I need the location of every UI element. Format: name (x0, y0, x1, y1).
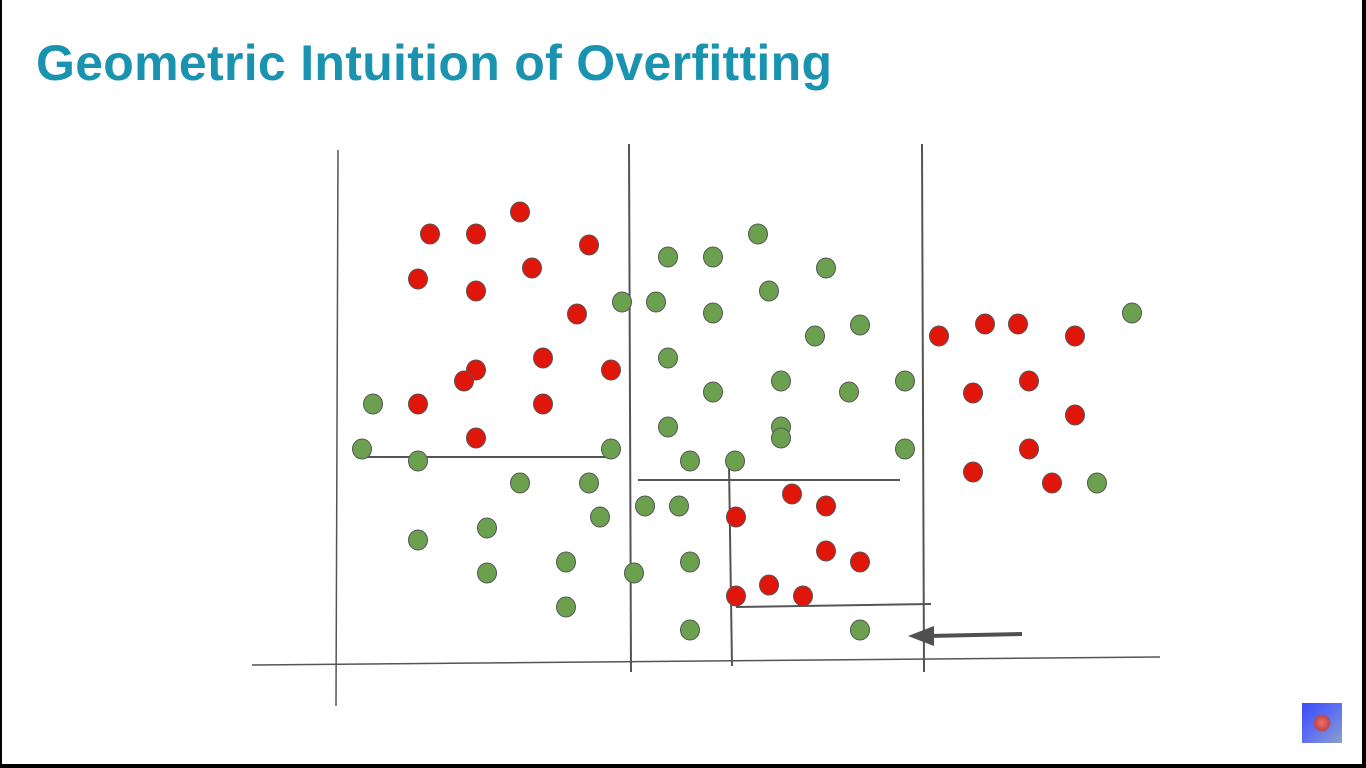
red-point (408, 268, 428, 290)
corner-logo-mark (1313, 714, 1331, 732)
red-point (466, 223, 486, 245)
green-point (658, 416, 678, 438)
red-point (975, 313, 995, 335)
green-point (759, 280, 779, 302)
red-point (1008, 313, 1028, 335)
split-line-vertical-1 (628, 143, 632, 673)
red-point (466, 427, 486, 449)
decision-boundary-lines (251, 143, 1161, 707)
green-point (850, 314, 870, 336)
green-point (703, 302, 723, 324)
red-point (726, 506, 746, 528)
green-point (850, 619, 870, 641)
red-point (1019, 370, 1039, 392)
red-point (579, 234, 599, 256)
red-point (1019, 438, 1039, 460)
green-point (556, 551, 576, 573)
green-point (703, 246, 723, 268)
red-point (1042, 472, 1062, 494)
x-axis-line (251, 656, 1161, 666)
green-point (646, 291, 666, 313)
red-point (963, 461, 983, 483)
pointer-arrow (908, 626, 1023, 646)
green-point (748, 223, 768, 245)
y-axis-line (335, 149, 339, 707)
green-point (590, 506, 610, 528)
green-point (352, 438, 372, 460)
red-point (759, 574, 779, 596)
green-point (680, 551, 700, 573)
slide-title: Geometric Intuition of Overfitting (36, 35, 833, 91)
red-point (454, 370, 474, 392)
green-point (658, 246, 678, 268)
green-point (408, 450, 428, 472)
green-point (895, 370, 915, 392)
split-line-vertical-3 (728, 464, 733, 667)
red-point (782, 483, 802, 505)
red-point (816, 540, 836, 562)
green-point (477, 562, 497, 584)
green-point (680, 450, 700, 472)
green-point (658, 347, 678, 369)
green-point (477, 517, 497, 539)
red-point (963, 382, 983, 404)
green-point (635, 495, 655, 517)
green-point (680, 619, 700, 641)
split-line-vertical-2 (921, 143, 925, 673)
green-point (624, 562, 644, 584)
green-point (703, 381, 723, 403)
green-point (771, 427, 791, 449)
green-point (612, 291, 632, 313)
red-point (420, 223, 440, 245)
arrow-head-icon (908, 626, 934, 646)
green-point (601, 438, 621, 460)
red-point (510, 201, 530, 223)
data-points (352, 201, 1142, 641)
arrow-shaft (927, 632, 1023, 638)
red-point (601, 359, 621, 381)
green-point (363, 393, 383, 415)
split-line-horizontal-3 (735, 603, 932, 608)
red-point (1065, 404, 1085, 426)
red-point (533, 393, 553, 415)
green-point (725, 450, 745, 472)
red-point (567, 303, 587, 325)
red-point (522, 257, 542, 279)
red-point (1065, 325, 1085, 347)
green-point (816, 257, 836, 279)
green-point (805, 325, 825, 347)
red-point (533, 347, 553, 369)
red-point (466, 280, 486, 302)
green-point (579, 472, 599, 494)
green-point (895, 438, 915, 460)
red-point (850, 551, 870, 573)
green-point (1087, 472, 1107, 494)
green-point (556, 596, 576, 618)
red-point (726, 585, 746, 607)
green-point (839, 381, 859, 403)
green-point (1122, 302, 1142, 324)
green-point (771, 370, 791, 392)
green-point (510, 472, 530, 494)
corner-logo-icon (1302, 703, 1342, 743)
red-point (816, 495, 836, 517)
green-point (408, 529, 428, 551)
red-point (929, 325, 949, 347)
green-point (669, 495, 689, 517)
red-point (793, 585, 813, 607)
red-point (408, 393, 428, 415)
